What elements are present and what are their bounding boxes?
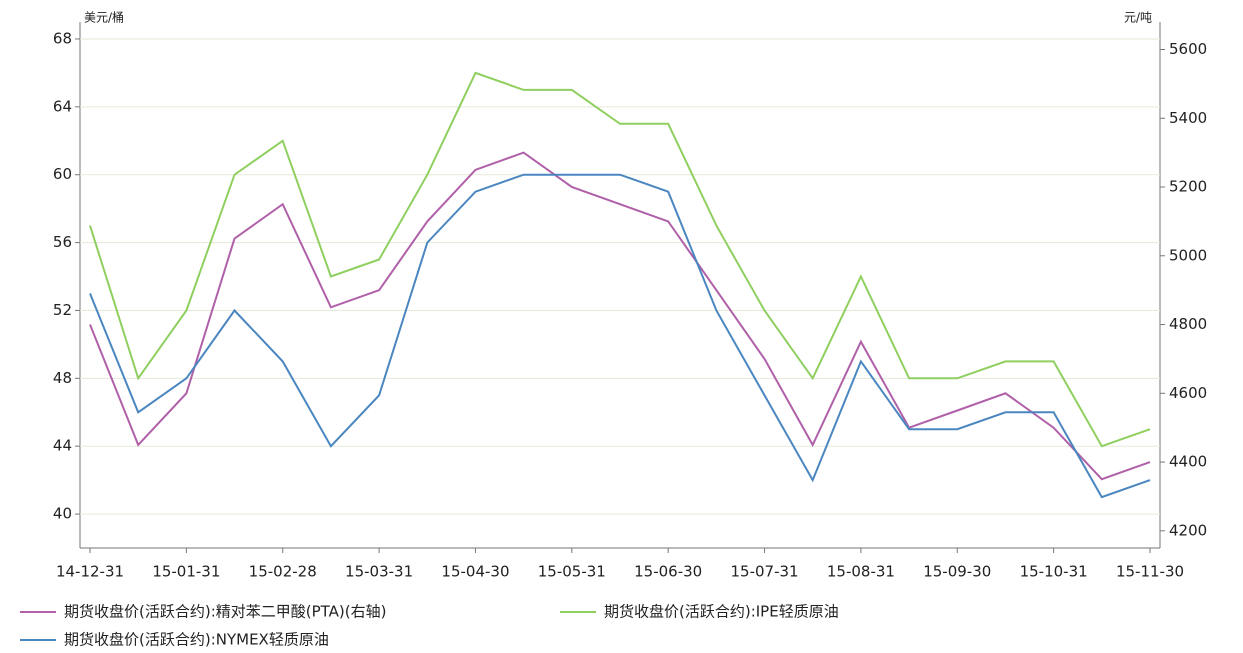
y2-tick-label: 4800 (1169, 315, 1207, 333)
y-tick-label: 44 (53, 437, 72, 455)
x-tick-label: 15-02-28 (249, 563, 317, 581)
x-tick-label: 15-07-31 (730, 563, 798, 581)
y-tick-label: 48 (53, 369, 72, 387)
x-tick-label: 15-05-31 (538, 563, 606, 581)
x-tick-label: 15-06-30 (634, 563, 702, 581)
y2-unit: 元/吨 (1124, 11, 1152, 25)
series-line (89, 71, 1151, 448)
y2-tick-label: 5200 (1169, 178, 1207, 196)
y-tick-label: 68 (53, 29, 72, 47)
x-tick-label: 15-01-31 (152, 563, 220, 581)
x-tick-label: 15-09-30 (923, 563, 991, 581)
x-tick-label: 15-03-31 (345, 563, 413, 581)
y2-tick-label: 4400 (1169, 453, 1207, 471)
x-tick-label: 15-10-31 (1020, 563, 1088, 581)
y-tick-label: 56 (53, 233, 72, 251)
legend-label: 期货收盘价(活跃合约):NYMEX轻质原油 (64, 631, 329, 649)
x-tick-label: 14-12-31 (56, 563, 124, 581)
x-tick-label: 15-04-30 (441, 563, 509, 581)
legend-label: 期货收盘价(活跃合约):IPE轻质原油 (604, 603, 839, 621)
y-tick-label: 60 (53, 165, 72, 183)
y-unit: 美元/桶 (84, 10, 124, 25)
y-tick-label: 40 (53, 505, 72, 523)
series-line (89, 151, 1151, 481)
legend-label: 期货收盘价(活跃合约):精对苯二甲酸(PTA)(右轴) (64, 603, 386, 621)
x-tick-label: 15-11-30 (1116, 563, 1184, 581)
y2-tick-label: 5600 (1169, 40, 1207, 58)
x-tick-label: 15-08-31 (827, 563, 895, 581)
y2-tick-label: 4200 (1169, 521, 1207, 539)
y-tick-label: 52 (53, 301, 72, 319)
y2-tick-label: 4600 (1169, 384, 1207, 402)
y-tick-label: 64 (53, 97, 72, 115)
y2-tick-label: 5000 (1169, 246, 1207, 264)
y2-tick-label: 5400 (1169, 109, 1207, 127)
series-line (89, 173, 1151, 499)
